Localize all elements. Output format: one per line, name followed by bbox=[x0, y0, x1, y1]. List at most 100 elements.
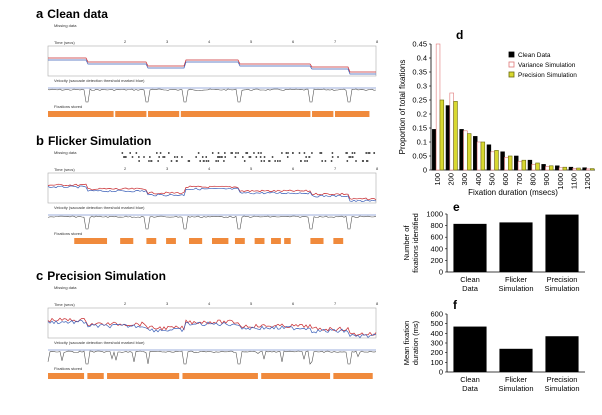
e-x-tick-label-line: Precision bbox=[547, 275, 578, 284]
f-y-axis-label-line: Mean fixation bbox=[402, 321, 411, 366]
panel-b-missing-mark bbox=[279, 160, 281, 162]
panel-b-missing-mark bbox=[224, 152, 226, 154]
panel-a-fixation-bar bbox=[312, 111, 334, 117]
panel-b-missing-mark bbox=[245, 152, 247, 154]
panel-b-title: Flicker Simulation bbox=[47, 134, 152, 148]
panel-a-gaze-trace bbox=[48, 57, 376, 73]
e-y-tick-label: 1000 bbox=[426, 210, 443, 219]
e-x-tick-label: Precision Simulation bbox=[544, 275, 579, 293]
panel-a-tick: 2 bbox=[124, 39, 127, 44]
e-bar bbox=[545, 214, 579, 272]
d-bar-variance bbox=[572, 168, 577, 171]
panel-f-letter: f bbox=[453, 298, 457, 312]
d-bar-variance bbox=[449, 92, 454, 171]
panel-c-fixation-bar bbox=[107, 373, 180, 379]
f-y-axis-label: Mean fixationduration (ms) bbox=[402, 320, 420, 365]
panel-b-missing-mark bbox=[253, 152, 255, 154]
panel-a-fixation-bar bbox=[148, 111, 180, 117]
e-y-tick-label: 200 bbox=[430, 256, 443, 265]
panel-a-velocity-label: Velocity (saccade detection threshold ma… bbox=[54, 78, 145, 83]
d-x-tick-label: 700 bbox=[515, 173, 524, 186]
panel-b-missing-mark bbox=[355, 160, 357, 162]
panel-b-missing-mark bbox=[149, 156, 151, 158]
panel-a-position-box bbox=[47, 45, 377, 77]
panel-b-tick: 2 bbox=[124, 166, 127, 171]
panel-b-missing-mark bbox=[217, 160, 219, 162]
panel-b-missing-mark bbox=[286, 156, 289, 158]
f-x-tick-label-line: Flicker bbox=[505, 375, 528, 384]
d-bar-variance bbox=[490, 151, 495, 171]
e-y-tick-label: 800 bbox=[430, 221, 443, 230]
panel-d-letter: d bbox=[456, 28, 464, 42]
panel-b-missing-mark bbox=[170, 160, 173, 162]
panel-b-missing-mark bbox=[211, 152, 214, 154]
d-bar-variance bbox=[504, 157, 509, 171]
d-bar-precision bbox=[589, 168, 595, 171]
panel-b-missing-mark bbox=[366, 160, 368, 162]
panel-b-missing-label: Missing data bbox=[54, 150, 77, 155]
panel-c-fixation-bar bbox=[182, 373, 258, 379]
panel-b-missing-mark bbox=[311, 152, 313, 154]
panel-b-missing-mark bbox=[203, 160, 205, 162]
d-x-tick-label: 300 bbox=[460, 173, 469, 186]
panel-b-missing-mark bbox=[138, 156, 140, 158]
d-bar-clean bbox=[473, 136, 478, 171]
panel-b-missing-mark bbox=[351, 152, 354, 154]
panel-b-missing-mark bbox=[348, 156, 350, 158]
d-y-tick-label: 0.15 bbox=[412, 124, 427, 133]
d-legend-label: Precision Simulation bbox=[518, 72, 577, 79]
f-x-tick-label-line: Precision bbox=[547, 375, 578, 384]
panel-b-missing-mark bbox=[218, 156, 221, 158]
e-x-tick-label-line: Clean bbox=[460, 275, 480, 284]
d-y-tick-label: 0.25 bbox=[412, 96, 427, 105]
panel-c-fixation-bar bbox=[333, 373, 373, 379]
panel-c-position-box bbox=[47, 307, 377, 339]
panel-c-tick: 7 bbox=[334, 301, 337, 306]
d-bar-variance bbox=[531, 164, 536, 171]
d-bar-clean bbox=[568, 166, 574, 171]
d-bar-variance bbox=[463, 130, 468, 171]
panel-b-missing-mark bbox=[260, 160, 263, 162]
panel-b-missing-mark bbox=[257, 152, 260, 154]
number-of-fixations-chart: 0 200 400 600 800 1000 Number offixations iden… bbox=[402, 210, 585, 293]
panel-b-missing-mark bbox=[231, 152, 233, 154]
panel-c-time-label: Time (secs) bbox=[54, 302, 75, 307]
panel-b-missing-mark bbox=[300, 160, 302, 162]
panel-b-missing-mark bbox=[201, 156, 204, 158]
f-y-tick-label: 0 bbox=[439, 368, 443, 377]
panel-b-missing-mark bbox=[207, 160, 210, 162]
panel-b-velocity-trace bbox=[47, 215, 377, 230]
panel-b-missing-mark bbox=[223, 160, 225, 162]
panel-a-tick: 4 bbox=[208, 39, 211, 44]
panel-a-tick: 7 bbox=[334, 39, 337, 44]
panel-b-missing-mark bbox=[353, 152, 356, 154]
panel-a-velocity-trace bbox=[47, 88, 377, 103]
e-y-axis-label: Number offixations identified bbox=[402, 213, 420, 273]
d-bar-precision bbox=[480, 141, 486, 171]
panel-b-missing-mark bbox=[235, 152, 237, 154]
d-y-tick-label: 0.4 bbox=[417, 54, 427, 63]
panel-a-title: Clean data bbox=[47, 7, 108, 21]
panel-b-missing-mark bbox=[285, 152, 288, 154]
f-x-tick-label: Flicker Simulation bbox=[498, 375, 533, 393]
e-x-tick-label-line: Data bbox=[462, 284, 479, 293]
panel-b-missing-mark bbox=[367, 152, 369, 154]
panel-b-tick: 8 bbox=[376, 166, 379, 171]
d-bar-variance bbox=[586, 168, 591, 171]
panel-b-missing-mark bbox=[330, 160, 333, 162]
panel-b-position-box bbox=[47, 172, 377, 204]
panel-b-missing-mark bbox=[150, 160, 152, 162]
panel-b-missing-mark bbox=[159, 152, 162, 154]
panel-a-gaze-trace bbox=[48, 59, 376, 75]
panel-b-traces: Velocity (saccade detection threshold ma… bbox=[47, 152, 377, 244]
d-bar-clean bbox=[486, 144, 492, 171]
panel-b-missing-mark bbox=[138, 160, 140, 162]
d-bar-precision bbox=[562, 166, 568, 171]
panel-b-missing-mark bbox=[255, 156, 258, 158]
d-legend-swatch bbox=[508, 61, 515, 68]
panel-b-tick: 3 bbox=[166, 166, 169, 171]
panel-b-missing-mark bbox=[176, 156, 179, 158]
panel-b-tick: 4 bbox=[208, 166, 211, 171]
f-y-tick-label: 400 bbox=[430, 329, 443, 338]
d-bar-precision bbox=[521, 159, 527, 171]
